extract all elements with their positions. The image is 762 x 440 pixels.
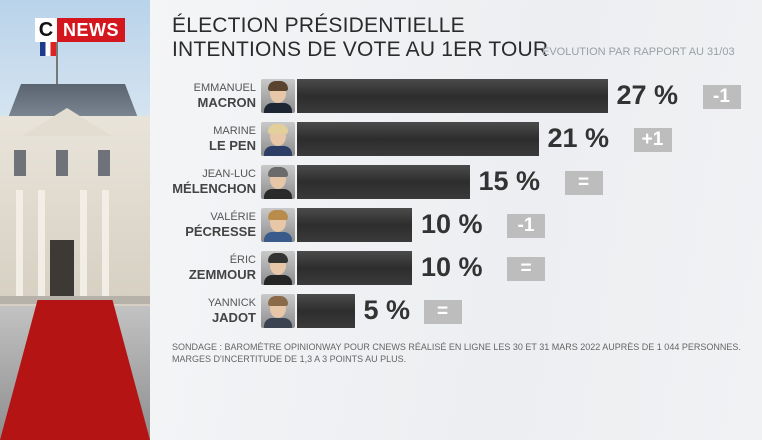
candidate-last-name: PÉCRESSE (185, 224, 256, 239)
candidate-bar (297, 122, 539, 156)
candidate-bar (297, 79, 608, 113)
chart-subtitle: INTENTIONS DE VOTE AU 1ER TOUR (172, 38, 549, 61)
change-badge: +1 (633, 128, 672, 152)
candidate-last-name: ZEMMOUR (188, 267, 256, 282)
candidate-percentage: 10 % (421, 209, 483, 239)
change-badge: -1 (702, 85, 741, 109)
change-badge: -1 (507, 214, 545, 238)
palace-column (16, 190, 23, 300)
chart-panel (150, 0, 762, 440)
candidate-first-name: YANNICK (207, 297, 256, 309)
logo-c: C (35, 18, 57, 42)
candidate-percentage: 15 % (478, 166, 541, 196)
candidate-row: VALÉRIE PÉCRESSE 10 % -1 (0, 208, 762, 244)
candidate-last-name: LE PEN (209, 138, 256, 153)
footnote-margin: MARGES D'INCERTITUDE DE 1,3 A 3 POINTS A… (172, 354, 407, 364)
candidate-photo (261, 122, 295, 156)
candidate-first-name: MARINE (213, 125, 256, 137)
palace-window (14, 150, 26, 176)
candidate-percentage: 27 % (616, 80, 679, 110)
change-badge: = (507, 257, 545, 281)
cnews-logo: C NEWS (35, 18, 125, 42)
logo-news: NEWS (57, 18, 125, 42)
candidate-photo (261, 294, 295, 328)
candidate-row: MARINE LE PEN 21 % +1 (0, 122, 762, 158)
candidate-first-name: ÉRIC (229, 254, 256, 266)
candidate-percentage: 5 % (363, 295, 411, 325)
footnote-source: SONDAGE : BAROMÈTRE OPINIONWAY POUR CNEW… (172, 342, 741, 352)
candidate-first-name: VALÉRIE (210, 211, 256, 223)
chart-title: ÉLECTION PRÉSIDENTIELLE (172, 14, 465, 37)
palace-column (38, 190, 45, 300)
palace-window (56, 150, 68, 176)
candidate-row: EMMANUEL MACRON 27 % -1 (0, 79, 762, 115)
palace-column (80, 190, 87, 300)
change-badge: = (423, 300, 462, 324)
candidate-bar (297, 294, 355, 328)
flag-pole (56, 34, 58, 92)
palace-facade (0, 116, 150, 306)
candidate-percentage: 10 % (421, 252, 483, 282)
candidate-bar (297, 165, 470, 199)
candidate-bar (297, 208, 412, 242)
candidate-last-name: MACRON (197, 95, 257, 110)
french-flag (40, 42, 56, 56)
candidate-first-name: EMMANUEL (193, 82, 256, 94)
candidate-first-name: JEAN-LUC (202, 168, 256, 180)
candidate-last-name: JADOT (211, 310, 256, 325)
candidate-row: YANNICK JADOT 5 % = (0, 294, 762, 330)
candidate-bar (297, 251, 412, 285)
candidate-row: ÉRIC ZEMMOUR 10 % = (0, 251, 762, 287)
candidate-photo (261, 79, 295, 113)
palace-window (98, 150, 110, 176)
change-badge: = (564, 171, 603, 195)
background-photo-elysee (0, 0, 150, 440)
candidate-photo (261, 208, 295, 242)
palace-door (50, 240, 74, 300)
candidate-photo (261, 165, 295, 199)
candidate-photo (261, 251, 295, 285)
evolution-label: EVOLUTION PAR RAPPORT AU 31/03 (542, 46, 735, 58)
palace-column (102, 190, 109, 300)
candidate-last-name: MÉLENCHON (172, 181, 256, 196)
candidate-percentage: 21 % (547, 123, 610, 153)
candidate-row: JEAN-LUC MÉLENCHON 15 % = (0, 165, 762, 201)
